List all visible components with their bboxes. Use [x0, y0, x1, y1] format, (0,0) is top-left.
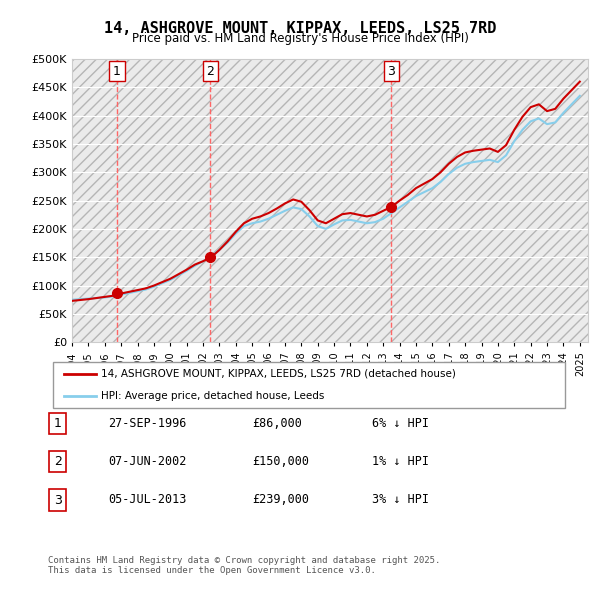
Text: 1: 1: [53, 417, 62, 430]
Text: Contains HM Land Registry data © Crown copyright and database right 2025.
This d: Contains HM Land Registry data © Crown c…: [48, 556, 440, 575]
Text: 1: 1: [113, 65, 121, 78]
Text: 14, ASHGROVE MOUNT, KIPPAX, LEEDS, LS25 7RD (detached house): 14, ASHGROVE MOUNT, KIPPAX, LEEDS, LS25 …: [101, 369, 455, 379]
Text: 2: 2: [206, 65, 214, 78]
FancyBboxPatch shape: [53, 362, 565, 408]
Text: 2: 2: [53, 455, 62, 468]
Text: Price paid vs. HM Land Registry's House Price Index (HPI): Price paid vs. HM Land Registry's House …: [131, 32, 469, 45]
FancyBboxPatch shape: [49, 413, 66, 434]
FancyBboxPatch shape: [49, 490, 66, 511]
Text: £86,000: £86,000: [252, 417, 302, 430]
Text: 3: 3: [53, 493, 62, 507]
Text: 14, ASHGROVE MOUNT, KIPPAX, LEEDS, LS25 7RD: 14, ASHGROVE MOUNT, KIPPAX, LEEDS, LS25 …: [104, 21, 496, 35]
Text: 3: 3: [388, 65, 395, 78]
Text: 27-SEP-1996: 27-SEP-1996: [108, 417, 187, 430]
Text: £150,000: £150,000: [252, 455, 309, 468]
Text: £239,000: £239,000: [252, 493, 309, 506]
Text: 1% ↓ HPI: 1% ↓ HPI: [372, 455, 429, 468]
FancyBboxPatch shape: [49, 451, 66, 472]
Text: HPI: Average price, detached house, Leeds: HPI: Average price, detached house, Leed…: [101, 391, 324, 401]
Text: 07-JUN-2002: 07-JUN-2002: [108, 455, 187, 468]
Text: 6% ↓ HPI: 6% ↓ HPI: [372, 417, 429, 430]
Text: 05-JUL-2013: 05-JUL-2013: [108, 493, 187, 506]
Text: 3% ↓ HPI: 3% ↓ HPI: [372, 493, 429, 506]
